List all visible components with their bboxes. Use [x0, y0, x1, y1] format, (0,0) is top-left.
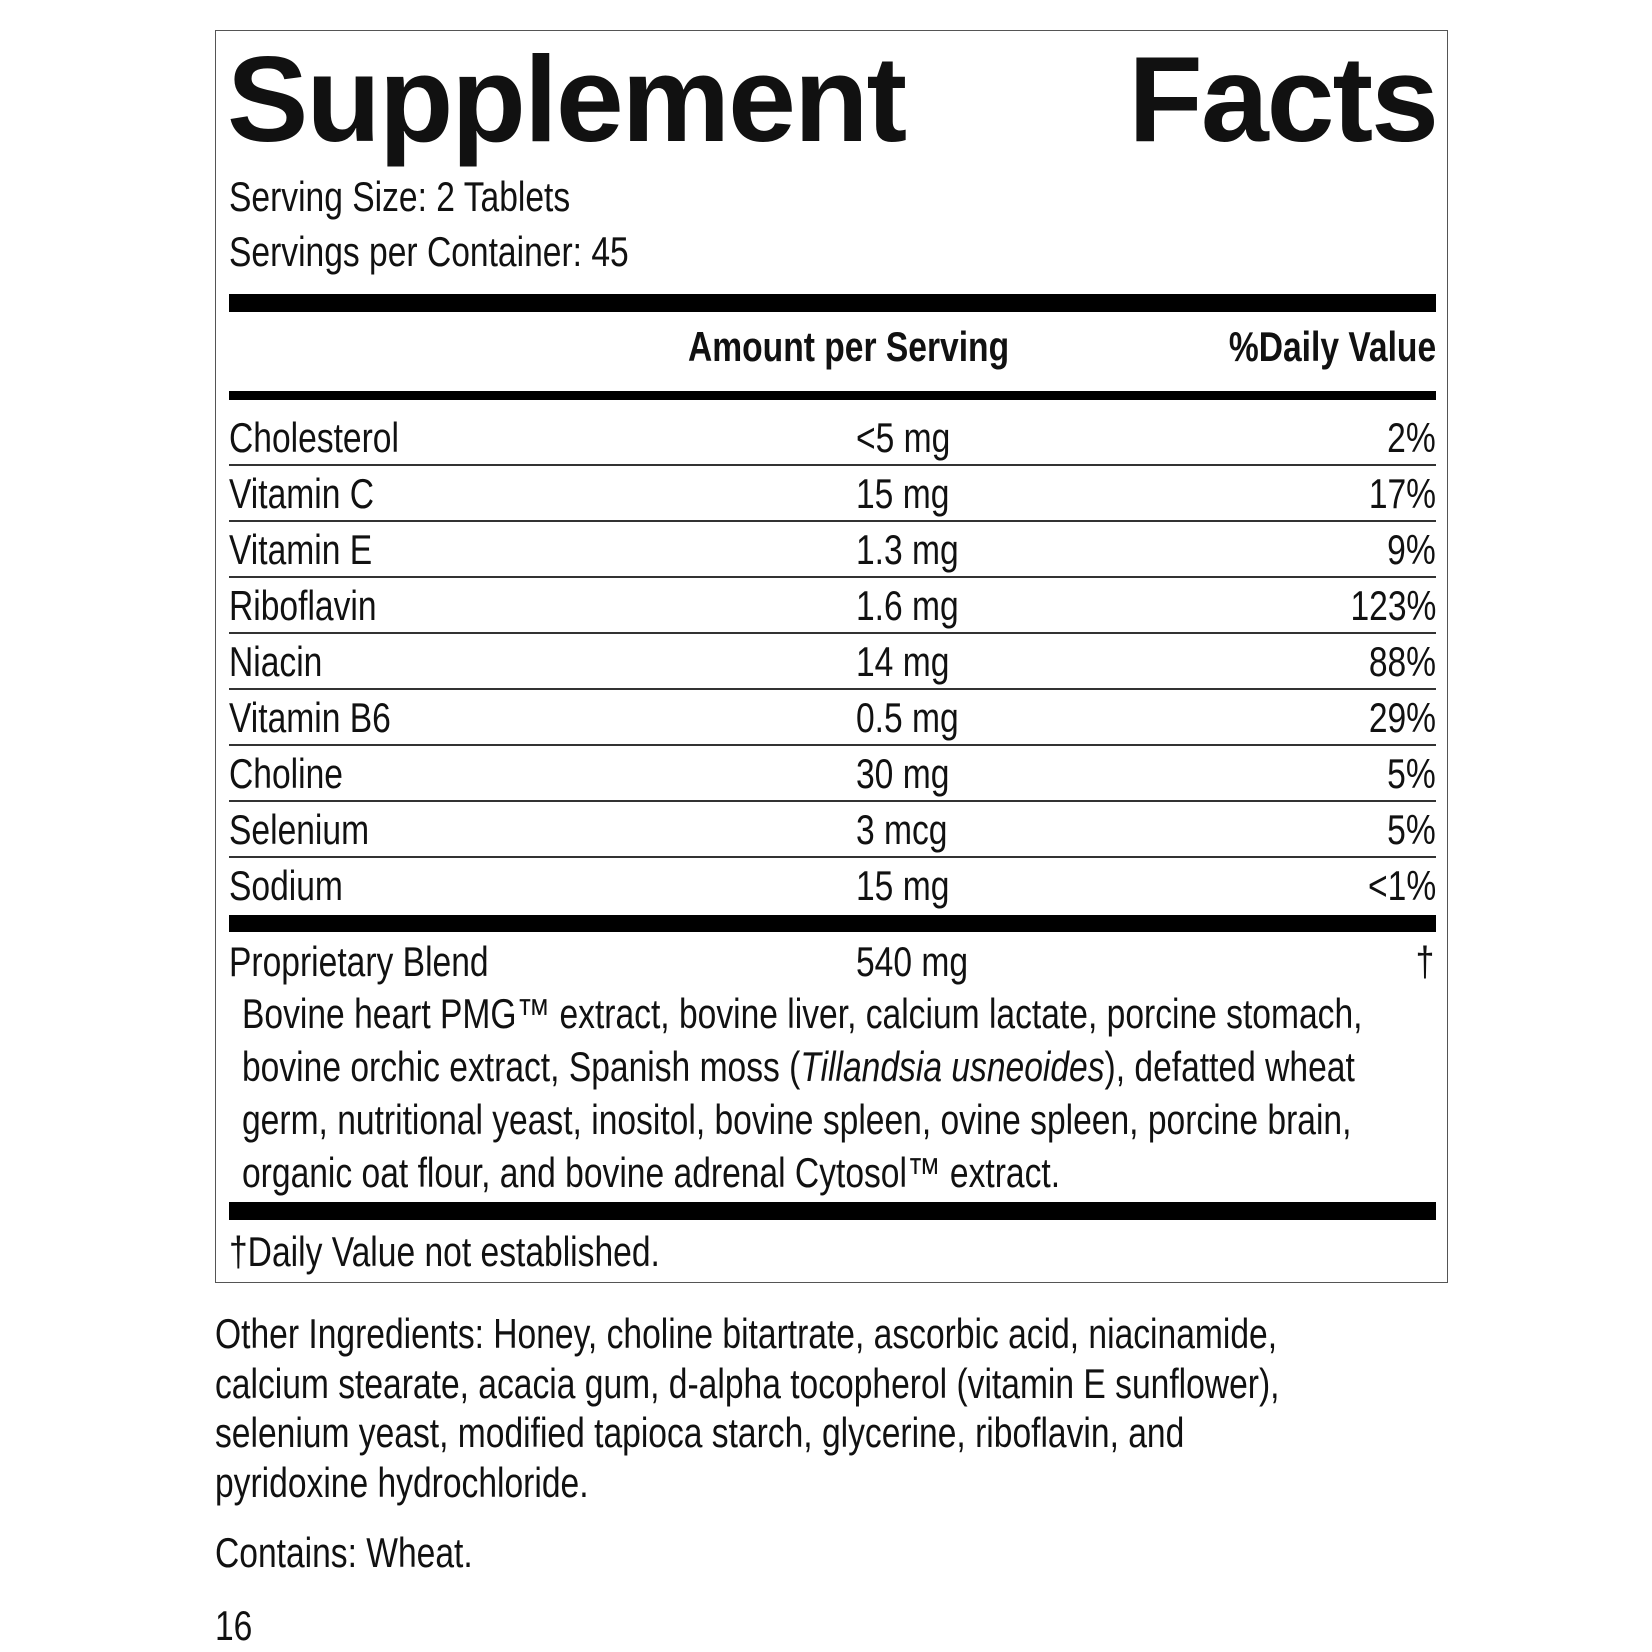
panel-title-word-2: Facts — [1128, 31, 1439, 167]
nutrient-row-cell: 29% — [1352, 697, 1436, 739]
row-divider — [229, 632, 1436, 634]
nutrient-row-cell: Niacin — [229, 641, 346, 683]
nutrient-amount: 0.5 mg — [856, 694, 959, 741]
row-divider — [229, 688, 1436, 690]
nutrient-row-cell: Vitamin B6 — [229, 697, 431, 739]
nutrient-row-cell: 15 mg — [856, 473, 973, 515]
other-ingredients-line: Other Ingredients: Honey, choline bitart… — [215, 1310, 1278, 1357]
nutrient-name: Cholesterol — [229, 414, 399, 461]
divider-thick — [229, 915, 1436, 932]
row-divider — [229, 520, 1436, 522]
nutrient-name: Choline — [229, 750, 343, 797]
nutrient-row-cell: 123% — [1329, 585, 1436, 627]
nutrient-row-cell: 1.6 mg — [856, 585, 984, 627]
nutrient-row-cell: 17% — [1352, 473, 1436, 515]
blend-ingredients-line: Bovine heart PMG™ extract, bovine liver,… — [242, 990, 1363, 1037]
nutrient-name: Riboflavin — [229, 582, 377, 629]
nutrient-row-cell: Selenium — [229, 809, 404, 851]
header-amount: Amount per Serving — [688, 323, 1010, 370]
blend-name: Proprietary Blend — [229, 938, 489, 985]
nutrient-row-cell: 5% — [1375, 809, 1436, 851]
nutrient-name: Niacin — [229, 638, 323, 685]
nutrient-row-cell: 0.5 mg — [856, 697, 984, 739]
nutrient-row-cell: 2% — [1375, 417, 1436, 459]
nutrient-row-cell: 3 mcg — [856, 809, 970, 851]
divider-medium — [229, 391, 1436, 400]
blend-dagger: † — [1415, 938, 1434, 985]
row-divider — [229, 800, 1436, 802]
divider-thick — [229, 294, 1436, 312]
nutrient-amount: 15 mg — [856, 470, 950, 517]
nutrient-row-cell: <5 mg — [856, 417, 974, 459]
nutrient-name: Sodium — [229, 862, 343, 909]
nutrient-amount: 1.3 mg — [856, 526, 959, 573]
nutrient-daily-value: 9% — [1387, 526, 1436, 573]
nutrient-row-cell: <1% — [1351, 865, 1436, 907]
row-divider — [229, 744, 1436, 746]
nutrient-daily-value: 5% — [1387, 806, 1436, 853]
supplement-facts-panel — [215, 30, 1448, 1283]
nutrient-row-cell: Sodium — [229, 865, 371, 907]
nutrient-amount: 3 mcg — [856, 806, 948, 853]
nutrient-row-cell: 5% — [1375, 753, 1436, 795]
nutrient-row-cell: Riboflavin — [229, 585, 413, 627]
nutrient-row-cell: 1.3 mg — [856, 529, 984, 571]
nutrient-amount: 14 mg — [856, 638, 950, 685]
allergen-statement: Contains: Wheat. — [215, 1529, 473, 1576]
nutrient-row-cell: 30 mg — [856, 753, 973, 795]
blend-amount: 540 mg — [856, 938, 969, 985]
nutrient-row-cell: 88% — [1352, 641, 1436, 683]
page-number: 16 — [215, 1602, 253, 1649]
blend-ingredients-line: bovine orchic extract, Spanish moss (Til… — [242, 1043, 1355, 1090]
nutrient-row-cell: Vitamin C — [229, 473, 410, 515]
nutrient-name: Vitamin C — [229, 470, 375, 517]
serving-size: Serving Size: 2 Tablets — [229, 173, 571, 220]
nutrient-daily-value: 29% — [1368, 694, 1436, 741]
row-divider — [229, 464, 1436, 466]
blend-ingredients-line: organic oat flour, and bovine adrenal Cy… — [242, 1149, 1061, 1196]
nutrient-amount: <5 mg — [856, 414, 951, 461]
nutrient-row-cell: 15 mg — [856, 865, 973, 907]
row-divider — [229, 576, 1436, 578]
nutrient-daily-value: <1% — [1367, 862, 1436, 909]
nutrient-name: Vitamin B6 — [229, 694, 391, 741]
nutrient-row-cell: 14 mg — [856, 641, 973, 683]
nutrient-daily-value: 17% — [1368, 470, 1436, 517]
row-divider — [229, 856, 1436, 858]
nutrient-amount: 1.6 mg — [856, 582, 959, 629]
other-ingredients-line: selenium yeast, modified tapioca starch,… — [215, 1409, 1185, 1456]
divider-thick — [229, 1202, 1436, 1220]
nutrient-amount: 30 mg — [856, 750, 950, 797]
other-ingredients-line: calcium stearate, acacia gum, d-alpha to… — [215, 1360, 1280, 1407]
nutrient-name: Selenium — [229, 806, 370, 853]
nutrient-row-cell: Vitamin E — [229, 529, 408, 571]
servings-per-container: Servings per Container: 45 — [229, 228, 629, 275]
footnote: †Daily Value not established. — [229, 1228, 660, 1275]
nutrient-row-cell: Cholesterol — [229, 417, 441, 459]
header-daily-value: %Daily Value — [1228, 323, 1436, 370]
panel-title-word-1: Supplement — [227, 31, 907, 167]
nutrient-row-cell: Choline — [229, 753, 371, 795]
nutrient-daily-value: 123% — [1350, 582, 1436, 629]
nutrient-daily-value: 88% — [1368, 638, 1436, 685]
latin-name: Tillandsia usneoides — [800, 1043, 1105, 1090]
blend-ingredients-line: germ, nutritional yeast, inositol, bovin… — [242, 1096, 1352, 1143]
nutrient-amount: 15 mg — [856, 862, 950, 909]
other-ingredients-line: pyridoxine hydrochloride. — [215, 1459, 589, 1506]
nutrient-name: Vitamin E — [229, 526, 373, 573]
nutrient-daily-value: 2% — [1387, 414, 1436, 461]
nutrient-daily-value: 5% — [1387, 750, 1436, 797]
nutrient-row-cell: 9% — [1375, 529, 1436, 571]
